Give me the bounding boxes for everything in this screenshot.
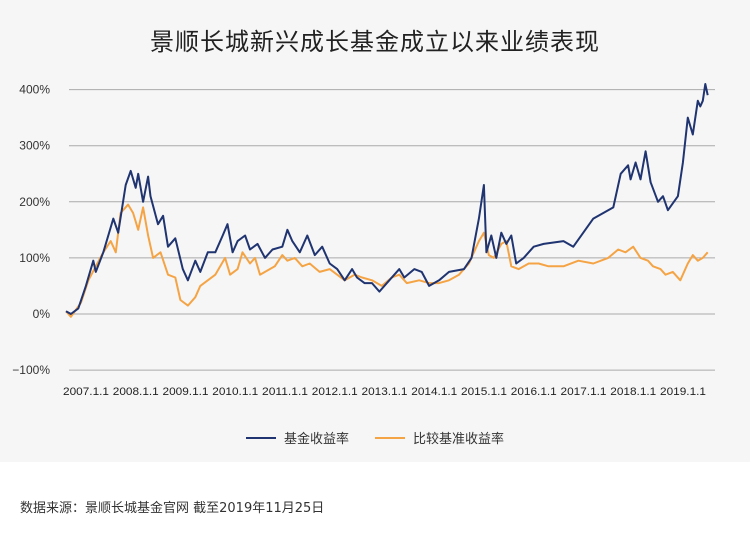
x-tick-label: 2013.1.1 — [362, 386, 408, 398]
series-line-benchmark — [65, 203, 709, 318]
series-line-fund — [65, 83, 709, 315]
chart-title: 景顺长城新兴成长基金成立以来业绩表现 — [150, 28, 600, 56]
y-tick-label: 300% — [19, 139, 50, 153]
x-tick-label: 2015.1.1 — [461, 386, 507, 398]
y-tick-label: 200% — [19, 195, 50, 209]
line-chart: 400% 300% 200% 100% 0% −100% 2007.1.1 2008.1.1 2… — [12, 83, 715, 398]
legend-swatch-fund — [245, 436, 276, 439]
x-tick-label: 2019.1.1 — [660, 386, 706, 398]
legend-swatch-benchmark — [375, 436, 405, 439]
y-tick-label: −100% — [12, 363, 50, 377]
x-tick-label: 2010.1.1 — [212, 386, 258, 398]
x-tick-label: 2014.1.1 — [411, 386, 457, 398]
x-tick-label: 2011.1.1 — [262, 386, 308, 398]
legend-label-benchmark: 比较基准收益率 — [413, 432, 505, 447]
x-tick-label: 2016.1.1 — [511, 386, 557, 398]
x-tick-label: 2007.1.1 — [63, 386, 109, 398]
chart-panel: 景顺长城新兴成长基金成立以来业绩表现 400% 300% 200% 100% 0% −10… — [0, 28, 750, 447]
x-tick-label: 2017.1.1 — [561, 386, 607, 398]
x-tick-label: 2009.1.1 — [163, 386, 209, 398]
x-tick-label: 2018.1.1 — [610, 386, 656, 398]
legend-label-fund: 基金收益率 — [283, 432, 349, 447]
y-tick-label: 400% — [19, 83, 50, 97]
y-tick-label: 100% — [19, 251, 50, 265]
legend-item-fund: 基金收益率 — [245, 428, 349, 447]
x-tick-label: 2012.1.1 — [312, 386, 358, 398]
legend-item-benchmark: 比较基准收益率 — [375, 428, 504, 447]
x-tick-label: 2008.1.1 — [113, 386, 159, 398]
legend: 基金收益率 比较基准收益率 — [0, 428, 750, 447]
data-source-note: 数据来源：景顺长城基金官网 截至2019年11月25日 — [20, 501, 325, 516]
y-tick-label: 0% — [33, 307, 51, 321]
